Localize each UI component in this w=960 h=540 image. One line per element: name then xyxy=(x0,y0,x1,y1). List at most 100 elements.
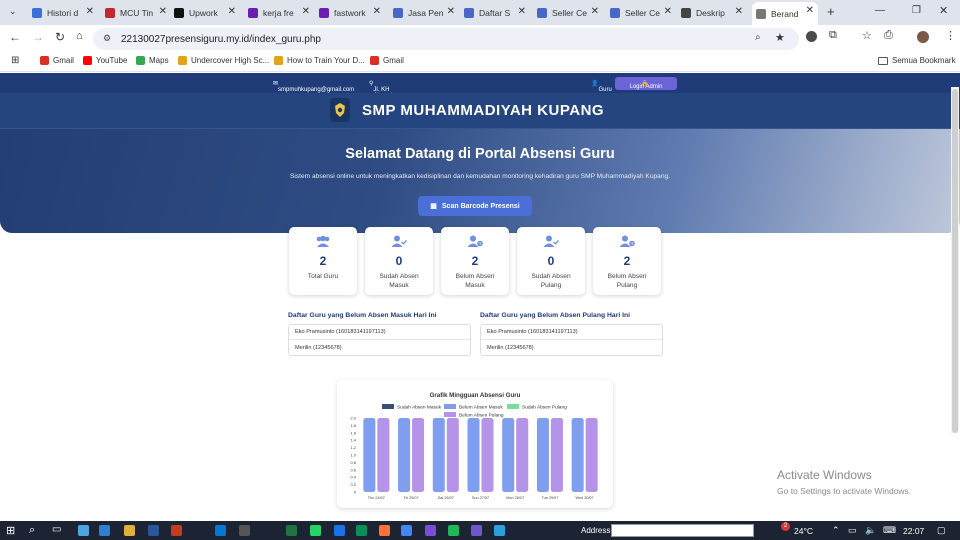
bookmark-label: Maps xyxy=(149,56,169,65)
bookmark-favicon-icon xyxy=(274,56,283,65)
volume-icon[interactable]: 🔈 xyxy=(865,525,877,535)
zoom-icon[interactable]: ⌕ xyxy=(755,32,761,43)
bookmark-item[interactable]: Maps xyxy=(136,56,169,65)
start-icon[interactable]: ⊞ xyxy=(6,525,16,537)
tab-label: Berand xyxy=(771,8,799,19)
bookmark-label: Gmail xyxy=(53,56,74,65)
bookmark-favicon-icon xyxy=(83,56,92,65)
network-icon[interactable]: ▭ xyxy=(848,525,857,535)
tab-search-icon[interactable]: ⌄ xyxy=(9,6,17,16)
tab-close-icon[interactable]: ✕ xyxy=(446,6,455,17)
browser-tab[interactable]: Seller Ce ✕ xyxy=(606,3,676,23)
tab-close-icon[interactable]: ✕ xyxy=(301,6,310,17)
browser-tab[interactable]: Daftar S ✕ xyxy=(460,3,530,23)
browser-tab[interactable]: Deskrip ✕ xyxy=(677,3,747,23)
bookmark-item[interactable]: YouTube xyxy=(83,56,127,65)
address-label: Address xyxy=(581,526,611,535)
edge-dev-icon[interactable] xyxy=(356,525,367,536)
firefox-icon[interactable] xyxy=(379,525,390,536)
browser-tab[interactable]: kerja fre ✕ xyxy=(244,3,314,23)
browser-tab[interactable]: Seller Ce ✕ xyxy=(533,3,603,23)
excel-icon[interactable] xyxy=(286,525,297,536)
powerpoint-icon[interactable] xyxy=(171,525,182,536)
tab-close-icon[interactable]: ✕ xyxy=(227,6,236,17)
address-input[interactable] xyxy=(611,524,754,537)
bookmark-toolbar-icon[interactable]: ☆ xyxy=(862,30,872,42)
y-tick-label: 0.6 xyxy=(350,467,356,472)
tab-close-icon[interactable]: ✕ xyxy=(85,6,94,17)
word-icon[interactable] xyxy=(148,525,159,536)
forward-icon[interactable]: → xyxy=(32,30,44,44)
tray-chevron-icon[interactable]: ⌃ xyxy=(832,525,840,535)
bookmark-star-icon[interactable]: ★ xyxy=(775,32,785,44)
edge-icon[interactable] xyxy=(99,525,110,536)
tab-close-icon[interactable]: ✕ xyxy=(663,6,672,17)
clock[interactable]: 22:07 xyxy=(903,526,925,536)
restore-button[interactable]: ❐ xyxy=(912,5,921,16)
weather-temp[interactable]: 24°C xyxy=(794,526,813,536)
user-clock-icon xyxy=(619,235,635,247)
task-view-icon[interactable]: ▭ xyxy=(52,524,62,535)
tab-close-icon[interactable]: ✕ xyxy=(590,6,599,17)
stat-value: 2 xyxy=(471,254,479,268)
pdf-icon[interactable] xyxy=(239,525,250,536)
profile-avatar[interactable] xyxy=(917,31,929,43)
bookmark-item[interactable]: Gmail xyxy=(40,56,74,65)
tab-close-icon[interactable]: ✕ xyxy=(734,6,743,17)
bookmark-item[interactable]: How to Train Your D... xyxy=(274,56,365,65)
login-admin-button[interactable]: 🔒 Login Admin xyxy=(615,77,677,90)
legend-label: Belum Absen Masuk xyxy=(459,405,503,411)
reload-icon[interactable]: ↻ xyxy=(55,30,66,44)
hero-banner: Selamat Datang di Portal Absensi Guru Si… xyxy=(0,129,960,233)
app-icon[interactable] xyxy=(425,525,436,536)
search-icon[interactable]: ⌕ xyxy=(29,524,36,536)
browser-tab[interactable]: fastwork ✕ xyxy=(315,3,385,23)
menu-icon[interactable]: ⋮ xyxy=(945,30,956,42)
chrome-icon[interactable] xyxy=(401,525,412,536)
bookmark-item[interactable]: Gmail xyxy=(370,56,404,65)
apps-grid-icon[interactable]: ⊞ xyxy=(11,55,20,66)
vscode-icon[interactable] xyxy=(215,525,226,536)
contact-bar: ✉ smpmuhkupang@gmail.com ⚲ Jl. KH Ahmad … xyxy=(0,73,960,123)
site-info-icon[interactable]: ⚙ xyxy=(103,33,112,43)
chrome-alt-icon[interactable] xyxy=(334,525,345,536)
scan-barcode-button[interactable]: ▦ Scan Barcode Presensi xyxy=(418,196,532,216)
close-window-button[interactable]: ✕ xyxy=(939,5,949,17)
bookmark-item[interactable]: Undercover High Sc... xyxy=(178,56,269,65)
whatsapp-icon[interactable] xyxy=(310,525,321,536)
new-tab-button[interactable]: + xyxy=(827,4,835,19)
copilot-icon[interactable] xyxy=(78,525,89,536)
browser-tab[interactable]: MCU Tin ✕ xyxy=(101,3,171,23)
scrollbar-thumb[interactable] xyxy=(952,89,958,433)
page-scrollbar[interactable] xyxy=(951,87,959,433)
tab-close-icon[interactable]: ✕ xyxy=(158,6,167,17)
back-icon[interactable]: ← xyxy=(9,30,21,44)
activate-line-1: Activate Windows xyxy=(777,468,872,482)
file-explorer-icon[interactable] xyxy=(124,525,135,536)
telegram-icon[interactable] xyxy=(494,525,505,536)
minimize-button[interactable]: — xyxy=(875,5,885,16)
address-bar[interactable]: ⚙ 22130027presensiguru.my.id/index_guru.… xyxy=(93,28,799,50)
vs-icon[interactable] xyxy=(471,525,482,536)
print-icon[interactable]: ⎙ xyxy=(884,29,893,41)
notification-icon[interactable]: ▢ xyxy=(937,525,946,535)
browser-tab[interactable]: Upwork ✕ xyxy=(170,3,240,23)
y-tick-label: 0 xyxy=(354,490,357,495)
list-belum-masuk: Eko Pramusinto (160183141197113) Merilin … xyxy=(288,324,471,356)
tab-close-icon[interactable]: ✕ xyxy=(517,6,526,17)
extension-icon[interactable] xyxy=(806,31,817,42)
extensions-puzzle-icon[interactable]: ⧉ xyxy=(829,29,837,41)
login-admin-label: Login Admin xyxy=(629,84,663,90)
email-contact: ✉ smpmuhkupang@gmail.com xyxy=(273,81,355,93)
tab-close-icon[interactable]: ✕ xyxy=(372,6,381,17)
ime-icon[interactable]: ⌨ xyxy=(883,525,896,535)
home-icon[interactable]: ⌂ xyxy=(76,30,83,42)
spotify-icon[interactable] xyxy=(448,525,459,536)
browser-tab[interactable]: Jasa Pen ✕ xyxy=(389,3,459,23)
all-bookmarks-folder[interactable]: Semua Bookmark xyxy=(878,56,956,65)
browser-tab[interactable]: Berand ✕ xyxy=(752,2,818,25)
browser-tab[interactable]: Histori d ✕ xyxy=(28,3,98,23)
guru-link[interactable]: 👤 Guru xyxy=(591,81,612,93)
tab-close-icon[interactable]: ✕ xyxy=(805,5,814,16)
legend-swatch xyxy=(444,412,456,417)
